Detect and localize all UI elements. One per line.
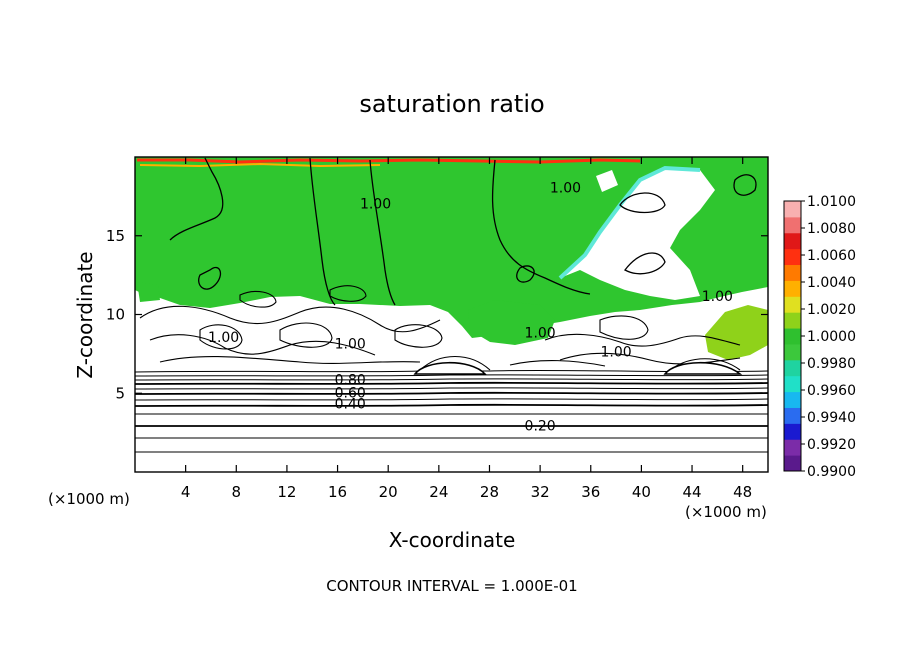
- x-unit-label-right: (×1000 m): [685, 503, 767, 521]
- contours-mid: [139, 285, 741, 371]
- contour-label: 0.20: [525, 418, 556, 434]
- colorbar-swatch: [784, 359, 801, 377]
- y-axis-title: Z-coordinate: [73, 251, 97, 378]
- contour-label: 1.00: [702, 289, 733, 305]
- colorbar-swatch: [784, 296, 801, 313]
- contour-label: 1.00: [208, 330, 239, 346]
- x-tick-label: 24: [429, 483, 448, 501]
- colorbar-swatch: [784, 343, 801, 361]
- colorbar-label: 1.0000: [807, 329, 856, 345]
- colorbar-swatch: [784, 407, 801, 424]
- colorbar-label: 1.0020: [807, 302, 856, 318]
- x-tick-label: 8: [232, 483, 242, 501]
- contour-lenses: [413, 361, 743, 375]
- y-tick-label: 15: [106, 227, 125, 245]
- x-tick-label: 40: [632, 483, 651, 501]
- contours-stratified: [135, 369, 768, 453]
- saturated-region: [135, 157, 768, 338]
- subsaturated-patch-2: [596, 170, 618, 192]
- colorbar-label: 1.0040: [807, 275, 856, 291]
- x-axis: 4 8 12 16 20 24 28 32 36 40 44 48: [181, 157, 752, 501]
- x-tick-label: 44: [682, 483, 701, 501]
- contour-label: 1.00: [360, 196, 391, 212]
- contour-label: 1.00: [525, 325, 556, 341]
- contours-upper: [169, 157, 757, 306]
- saturated-patch-mid: [468, 300, 555, 345]
- colorbar-swatch: [784, 264, 801, 281]
- contour-label: 1.00: [335, 336, 366, 352]
- supersaturated-top-orange: [139, 162, 381, 168]
- colorbar-swatch: [784, 439, 801, 456]
- chart-title: saturation ratio: [359, 90, 544, 118]
- colorbar-swatch: [784, 423, 801, 440]
- plot-area: [135, 157, 768, 472]
- colorbar-label: 0.9920: [807, 437, 856, 453]
- colorbar-swatch: [784, 328, 801, 345]
- colorbar: 1.0100 1.0080 1.0060 1.0040 1.0020 1.0000 0.99…: [783, 194, 856, 480]
- contour-label: 0.60: [335, 385, 366, 401]
- colorbar-label: 0.9960: [807, 383, 856, 399]
- colorbar-label: 1.0100: [807, 194, 856, 210]
- colorbar-swatch: [784, 232, 801, 250]
- y-tick-label: 5: [115, 384, 125, 402]
- contour-label: 0.80: [335, 373, 366, 389]
- colorbar-swatch: [784, 391, 801, 408]
- contour-interval-note: CONTOUR INTERVAL = 1.000E-01: [326, 577, 577, 595]
- supersaturated-top: [137, 158, 641, 164]
- contour-label: 1.00: [550, 181, 581, 197]
- x-tick-label: 20: [379, 483, 398, 501]
- y-axis: 5 10 15: [106, 227, 768, 402]
- x-tick-label: 28: [480, 483, 499, 501]
- colorbar-swatch: [784, 375, 801, 393]
- saturated-patch-left: [137, 282, 160, 302]
- colorbar-swatch: [784, 312, 801, 329]
- colorbar-swatch: [784, 201, 801, 218]
- x-tick-label: 16: [328, 483, 347, 501]
- x-tick-label: 48: [733, 483, 752, 501]
- colorbar-label: 0.9900: [807, 464, 856, 480]
- colorbar-swatch: [784, 216, 801, 234]
- colorbar-swatch: [784, 455, 801, 472]
- colorbar-label: 0.9940: [807, 410, 856, 426]
- colorbar-swatch: [784, 280, 801, 297]
- contour-label: 1.00: [600, 344, 631, 360]
- subsaturated-patch: [560, 168, 715, 300]
- colorbar-label: 1.0080: [807, 221, 856, 237]
- contour-labels: 1.00 1.00 1.00 1.00 1.00 1.00 1.00 0.800.600.40…: [208, 181, 733, 435]
- y-tick-label: 10: [106, 306, 125, 324]
- x-tick-label: 36: [581, 483, 600, 501]
- colorbar-label: 0.9980: [807, 356, 856, 372]
- x-tick-label: 32: [531, 483, 550, 501]
- x-axis-title: X-coordinate: [389, 528, 516, 552]
- saturated-patch-right: [705, 305, 768, 360]
- contour-label: 0.40: [335, 396, 366, 412]
- x-unit-label-left: (×1000 m): [48, 490, 130, 508]
- colorbar-label: 1.0060: [807, 248, 856, 264]
- x-tick-label: 12: [277, 483, 296, 501]
- x-tick-label: 4: [181, 483, 191, 501]
- colorbar-swatch: [784, 248, 801, 266]
